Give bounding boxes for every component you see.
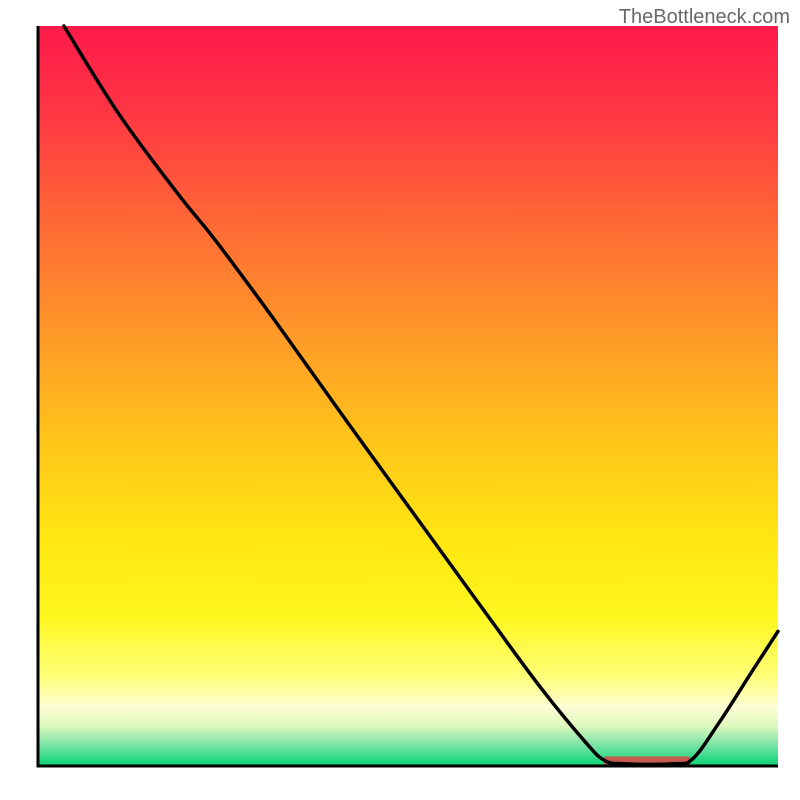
credit-text: TheBottleneck.com (619, 6, 790, 29)
bottleneck-chart (0, 0, 800, 800)
chart-container: TheBottleneck.com (0, 0, 800, 800)
plot-background (38, 26, 778, 766)
